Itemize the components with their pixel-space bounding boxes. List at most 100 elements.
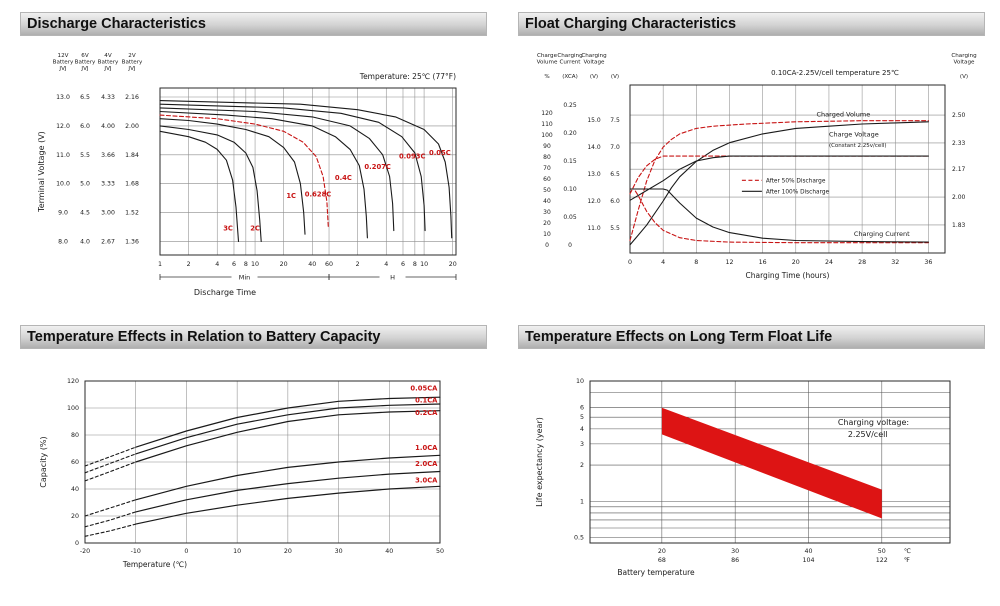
svg-text:3: 3 xyxy=(580,441,584,448)
svg-text:2.33: 2.33 xyxy=(952,140,966,147)
panel-title-text: Temperature Effects on Long Term Float L… xyxy=(525,329,833,345)
svg-text:1.84: 1.84 xyxy=(125,152,139,159)
svg-text:0.15: 0.15 xyxy=(563,158,577,165)
svg-text:6V: 6V xyxy=(81,53,89,59)
svg-text:68: 68 xyxy=(658,557,666,564)
svg-text:86: 86 xyxy=(731,557,739,564)
svg-text:5.5: 5.5 xyxy=(610,225,620,232)
svg-text:110: 110 xyxy=(541,121,553,128)
svg-text:JVJ: JVJ xyxy=(127,66,135,72)
svg-text:-10: -10 xyxy=(131,548,141,555)
svg-text:1.0CA: 1.0CA xyxy=(415,444,438,452)
svg-text:60: 60 xyxy=(325,261,333,268)
svg-text:104: 104 xyxy=(802,557,814,564)
svg-text:6.0: 6.0 xyxy=(610,198,620,205)
svg-text:Current: Current xyxy=(559,60,581,66)
svg-text:20: 20 xyxy=(792,259,800,266)
svg-text:7.5: 7.5 xyxy=(610,117,620,124)
svg-text:0: 0 xyxy=(545,242,549,249)
svg-text:Charged Volume: Charged Volume xyxy=(817,110,871,118)
svg-text:Temperature (℃): Temperature (℃) xyxy=(122,560,187,569)
svg-text:6: 6 xyxy=(401,261,405,268)
temperature-capacity-chart: -20 -10 0 10 20 30 40 50 0 20 40 60 80 100 120 Temperat… xyxy=(39,378,444,569)
svg-text:1: 1 xyxy=(158,261,162,268)
panel-title-text: Temperature Effects in Relation to Batte… xyxy=(27,329,381,345)
discharge-characteristics-chart: 12VBatteryJVJ13.012.011.010.09.08.06VBat… xyxy=(37,53,457,297)
svg-text:2V: 2V xyxy=(128,53,136,59)
svg-text:120: 120 xyxy=(541,110,553,117)
svg-text:2C: 2C xyxy=(250,225,260,233)
panel-title-capacity: Temperature Effects in Relation to Batte… xyxy=(20,325,487,349)
svg-text:-20: -20 xyxy=(80,548,90,555)
svg-text:14.0: 14.0 xyxy=(587,144,601,151)
svg-text:0.20: 0.20 xyxy=(563,130,577,137)
svg-text:2.00: 2.00 xyxy=(125,123,139,130)
svg-text:13.0: 13.0 xyxy=(56,94,70,101)
svg-text:0.1CA: 0.1CA xyxy=(415,397,438,405)
svg-text:Charging voltage:: Charging voltage: xyxy=(838,418,909,427)
svg-text:0.093C: 0.093C xyxy=(399,152,426,160)
svg-text:3.0CA: 3.0CA xyxy=(415,476,438,484)
svg-text:0.2CA: 0.2CA xyxy=(415,409,438,417)
svg-text:11.0: 11.0 xyxy=(56,152,70,159)
svg-text:0.05: 0.05 xyxy=(563,214,577,221)
svg-text:9.0: 9.0 xyxy=(58,210,68,217)
svg-text:12.0: 12.0 xyxy=(587,198,601,205)
svg-text:4: 4 xyxy=(661,259,665,266)
svg-text:0: 0 xyxy=(628,259,632,266)
svg-text:10: 10 xyxy=(543,231,551,238)
svg-text:1.36: 1.36 xyxy=(125,238,139,245)
svg-text:0.10CA-2.25V/cell temperature: 0.10CA-2.25V/cell temperature 25℃ xyxy=(771,69,899,77)
svg-text:1: 1 xyxy=(580,498,584,505)
svg-text:50: 50 xyxy=(543,187,551,194)
panel-float-life: Temperature Effects on Long Term Float L… xyxy=(518,325,985,598)
svg-text:2.50: 2.50 xyxy=(952,112,966,119)
svg-text:2.25V/cell: 2.25V/cell xyxy=(848,430,888,439)
svg-text:40: 40 xyxy=(385,548,393,555)
svg-text:6.0: 6.0 xyxy=(80,123,90,130)
svg-text:2: 2 xyxy=(580,462,584,469)
svg-text:8.0: 8.0 xyxy=(58,238,68,245)
svg-text:10.0: 10.0 xyxy=(56,181,70,188)
svg-text:0.5: 0.5 xyxy=(574,534,584,541)
svg-text:0: 0 xyxy=(568,242,572,249)
svg-text:2: 2 xyxy=(356,261,360,268)
svg-text:4: 4 xyxy=(580,426,584,433)
svg-text:JVJ: JVJ xyxy=(80,66,88,72)
svg-text:12V: 12V xyxy=(58,53,69,59)
panel-title-float-life: Temperature Effects on Long Term Float L… xyxy=(518,325,985,349)
svg-text:100: 100 xyxy=(541,132,553,139)
panel-discharge: Discharge Characteristics 12V Battery JVJ 1… xyxy=(20,12,487,300)
svg-text:11.0: 11.0 xyxy=(587,225,601,232)
svg-text:0: 0 xyxy=(75,540,79,547)
svg-text:1.68: 1.68 xyxy=(125,181,139,188)
svg-text:30: 30 xyxy=(543,209,551,216)
svg-text:Charge Voltage: Charge Voltage xyxy=(829,130,879,138)
svg-text:5.0: 5.0 xyxy=(80,181,90,188)
svg-text:0.25: 0.25 xyxy=(563,102,577,109)
svg-text:20: 20 xyxy=(280,261,288,268)
panel-float-charging: Float Charging Characteristics Charge Vol… xyxy=(518,12,985,300)
svg-text:20: 20 xyxy=(284,548,292,555)
svg-text:10: 10 xyxy=(233,548,241,555)
svg-text:4: 4 xyxy=(215,261,219,268)
svg-text:Battery: Battery xyxy=(75,60,96,66)
svg-text:0.628C: 0.628C xyxy=(305,190,332,198)
svg-text:40: 40 xyxy=(543,198,551,205)
svg-text:8: 8 xyxy=(244,261,248,268)
svg-text:After 50% Discharge: After 50% Discharge xyxy=(766,178,826,184)
svg-text:%: % xyxy=(544,74,549,80)
svg-text:3.66: 3.66 xyxy=(101,152,115,159)
svg-text:4.00: 4.00 xyxy=(101,123,115,130)
svg-text:122: 122 xyxy=(876,557,888,564)
svg-text:120: 120 xyxy=(67,378,79,385)
svg-text:0.05CA: 0.05CA xyxy=(410,384,438,392)
svg-text:50: 50 xyxy=(436,548,444,555)
svg-text:4.33: 4.33 xyxy=(101,94,115,101)
svg-text:5.5: 5.5 xyxy=(80,152,90,159)
svg-text:6.5: 6.5 xyxy=(80,94,90,101)
svg-text:Volume: Volume xyxy=(537,60,558,66)
svg-text:Charge: Charge xyxy=(537,53,558,59)
svg-text:20: 20 xyxy=(449,261,457,268)
svg-text:80: 80 xyxy=(71,432,79,439)
